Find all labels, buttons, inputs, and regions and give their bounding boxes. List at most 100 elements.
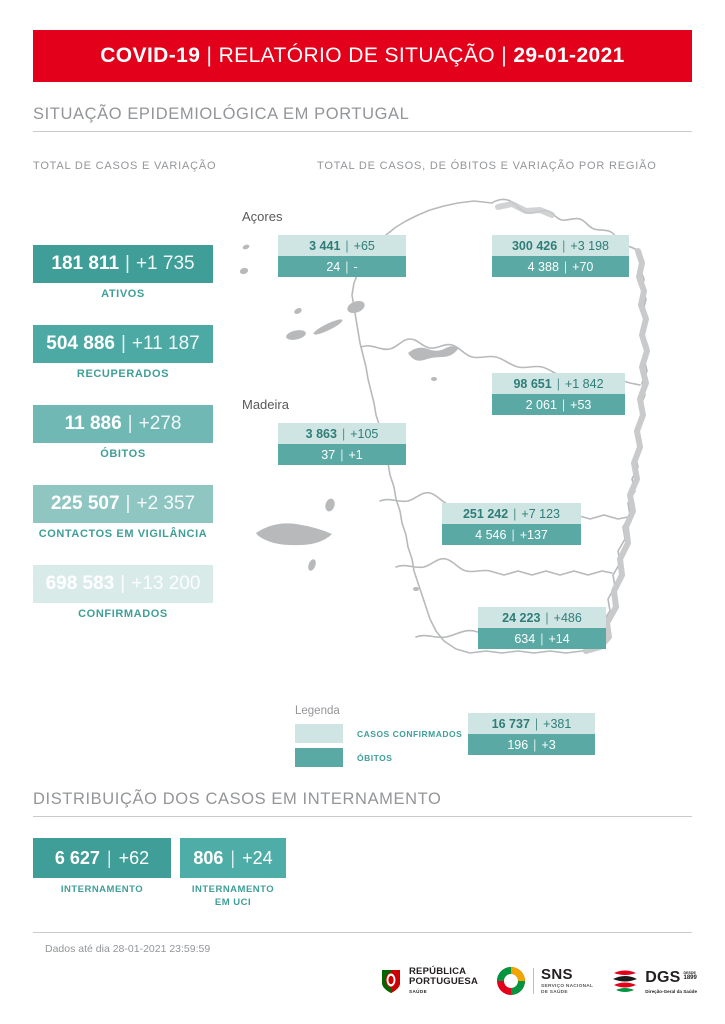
footer-divider <box>33 932 692 933</box>
section-internment-title: DISTRIBUIÇÃO DOS CASOS EM INTERNAMENTO <box>33 790 442 808</box>
separator: | <box>513 506 517 521</box>
section-epidemiological: SITUAÇÃO EPIDEMIOLÓGICA EM PORTUGAL <box>33 105 692 132</box>
internment-uci-box: 806 | +24 INTERNAMENTO EM UCI <box>180 838 286 910</box>
stat-recuperados-value: 504 886 <box>46 333 115 354</box>
region-chip-madeira: 3 863 | +105 37 | +1 <box>278 423 406 465</box>
madeira-islands <box>256 498 419 591</box>
logo-republica-line2: PORTUGUESA <box>409 976 479 988</box>
region-chip-acores: 3 441 | +65 24 | - <box>278 235 406 277</box>
separator: | <box>556 376 560 391</box>
separator: | <box>345 238 349 253</box>
region-confirmed-delta: +7 123 <box>521 506 561 521</box>
internment-uci-label-line1: INTERNAMENTO <box>191 884 275 895</box>
region-deaths-delta: +1 <box>348 447 363 462</box>
logo-republica-line3: SAÚDE <box>409 988 428 994</box>
azores-islands <box>239 244 458 381</box>
legend-swatch-deaths <box>295 748 343 767</box>
internment-label-line1: INTERNAMENTO <box>60 884 144 895</box>
portugal-map: Açores Madeira 3 441 | +65 24 | - 3 863 … <box>230 185 725 785</box>
separator: | <box>120 573 126 594</box>
internment-bar: 6 627 | +62 <box>33 838 171 878</box>
region-deaths-value: 634 <box>514 631 536 646</box>
region-confirmed-row: 24 223 | +486 <box>478 607 606 628</box>
region-confirmed-row: 251 242 | +7 123 <box>442 503 581 524</box>
region-confirmed-row: 3 441 | +65 <box>278 235 406 256</box>
logo-republica-portuguesa: REPÚBLICA PORTUGUESA SAÚDE <box>380 967 478 994</box>
region-deaths-delta: +137 <box>519 527 548 542</box>
region-confirmed-delta: +486 <box>553 610 582 625</box>
separator: | <box>511 527 515 542</box>
region-deaths-row: 4 388 | +70 <box>492 256 629 277</box>
region-deaths-delta: +53 <box>570 397 592 412</box>
logo-sns: SNS SERVIÇO NACIONAL DE SAÚDE <box>496 966 593 996</box>
region-deaths-value: 4 388 <box>527 259 559 274</box>
dgs-mark-icon <box>613 970 638 992</box>
stat-obitos-value: 11 886 <box>64 413 122 434</box>
region-confirmed-value: 300 426 <box>511 238 558 253</box>
internment-delta: +62 <box>118 847 150 868</box>
region-deaths-row: 634 | +14 <box>478 628 606 649</box>
separator: | <box>120 333 126 354</box>
separator: | <box>540 631 544 646</box>
logo-dgs: DGS DESDE 1899 Direção-Geral da Saúde <box>611 968 697 994</box>
header-title-rest: | RELATÓRIO DE SITUAÇÃO | <box>200 44 514 67</box>
header-title-bold: COVID-19 <box>100 44 201 67</box>
stat-ativos-value: 181 811 <box>51 253 120 274</box>
legend-label-deaths: ÓBITOS <box>357 752 393 763</box>
stat-recuperados: 504 886 | +11 187 RECUPERADOS <box>33 325 213 380</box>
region-confirmed-delta: +105 <box>350 426 379 441</box>
stat-obitos-bar: 11 886 | +278 <box>33 405 213 443</box>
stat-ativos-delta: +1 735 <box>135 253 195 274</box>
sns-swirl-icon <box>497 967 526 995</box>
stat-recuperados-delta: +11 187 <box>131 333 200 354</box>
right-column-caption: TOTAL DE CASOS, DE ÓBITOS E VARIAÇÃO POR… <box>317 160 657 172</box>
separator: | <box>562 238 566 253</box>
stat-contactos-bar: 225 507 | +2 357 <box>33 485 213 523</box>
region-deaths-value: 37 <box>321 447 336 462</box>
region-chip-lisboa-vale-tejo: 251 242 | +7 123 4 546 | +137 <box>442 503 581 545</box>
separator: | <box>106 847 112 868</box>
separator: | <box>340 447 344 462</box>
header-title: COVID-19 | RELATÓRIO DE SITUAÇÃO | 29-01… <box>100 44 625 68</box>
separator: | <box>534 716 539 731</box>
stat-contactos-label: CONTACTOS EM VIGILÂNCIA <box>38 528 208 540</box>
internment-uci-delta: +24 <box>242 847 273 868</box>
region-deaths-value: 196 <box>507 737 529 752</box>
island-label-acores: Açores <box>242 209 283 224</box>
region-chip-centro: 98 651 | +1 842 2 061 | +53 <box>492 373 625 415</box>
region-confirmed-delta: +381 <box>543 716 572 731</box>
logo-republica-text: REPÚBLICA PORTUGUESA SAÚDE <box>409 967 478 994</box>
region-deaths-delta: +14 <box>548 631 570 646</box>
region-deaths-row: 37 | +1 <box>278 444 406 465</box>
header-date: 29-01-2021 <box>513 44 625 67</box>
separator: | <box>561 397 566 412</box>
region-confirmed-row: 98 651 | +1 842 <box>492 373 625 394</box>
logo-dgs-subtitle: Direção-Geral da Saúde <box>645 988 698 994</box>
region-deaths-delta: - <box>353 259 358 274</box>
region-confirmed-delta: +3 198 <box>570 238 610 253</box>
region-boundary-lvt-alentejo <box>395 557 613 576</box>
region-confirmed-delta: +65 <box>353 238 375 253</box>
stat-obitos-label: ÓBITOS <box>100 448 146 460</box>
region-confirmed-row: 16 737 | +381 <box>468 713 595 734</box>
internment-uci-bar: 806 | +24 <box>180 838 286 878</box>
region-confirmed-value: 3 863 <box>305 426 337 441</box>
logo-sns-line1: SERVIÇO NACIONAL <box>541 983 594 989</box>
separator: | <box>345 259 349 274</box>
separator: | <box>545 610 549 625</box>
header-banner: COVID-19 | RELATÓRIO DE SITUAÇÃO | 29-01… <box>33 30 692 82</box>
region-deaths-delta: +70 <box>572 259 594 274</box>
island-label-madeira: Madeira <box>242 397 289 412</box>
region-deaths-row: 4 546 | +137 <box>442 524 581 545</box>
internment-box: 6 627 | +62 INTERNAMENTO <box>33 838 171 897</box>
separator: | <box>341 426 346 441</box>
region-deaths-value: 24 <box>326 259 341 274</box>
region-deaths-row: 2 061 | +53 <box>492 394 625 415</box>
logo-dgs-since-top: DESDE <box>683 970 696 975</box>
region-deaths-delta: +3 <box>541 737 556 752</box>
region-deaths-value: 4 546 <box>475 527 507 542</box>
eastern-border-accent <box>495 201 650 654</box>
section-epidemiological-title: SITUAÇÃO EPIDEMIOLÓGICA EM PORTUGAL <box>33 105 410 123</box>
region-confirmed-row: 300 426 | +3 198 <box>492 235 629 256</box>
